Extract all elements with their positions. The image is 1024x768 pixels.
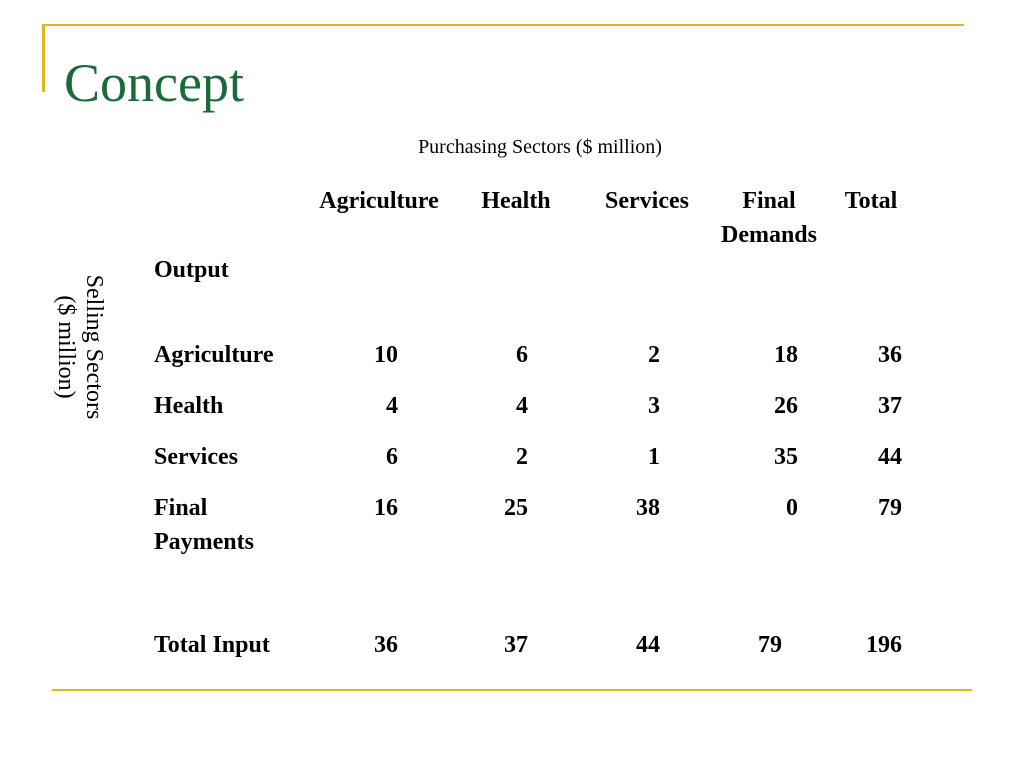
table-cell: 2 — [516, 444, 528, 470]
row-header-final-payments: Final Payments — [154, 495, 254, 555]
column-header-agriculture: Agriculture — [319, 188, 439, 214]
table-cell: 4 — [386, 393, 398, 419]
table-cell: 0 — [786, 495, 798, 521]
table-cell: 10 — [374, 342, 398, 368]
table-cell: 6 — [516, 342, 528, 368]
table-caption: Purchasing Sectors ($ million) — [418, 136, 662, 158]
table-cell: 37 — [878, 393, 902, 419]
slide-title: Concept — [64, 53, 244, 113]
table-cell: 44 — [636, 632, 660, 658]
row-header-output: Output — [154, 257, 229, 283]
table-cell: 1 — [648, 444, 660, 470]
table-cell: 38 — [636, 495, 660, 521]
column-header-total: Total — [844, 188, 898, 214]
table-cell: 79 — [758, 632, 782, 658]
row-header-services: Services — [154, 444, 238, 470]
frame-top-line — [42, 24, 964, 26]
column-header-final-demands: Final Demands — [720, 188, 817, 248]
side-label: Selling Sectors ($ million) — [50, 262, 110, 432]
table-cell: 16 — [374, 495, 398, 521]
table-cell: 37 — [504, 632, 528, 658]
table-cell: 44 — [878, 444, 902, 470]
table-cell: 26 — [774, 393, 798, 419]
row-header-health: Health — [154, 393, 224, 419]
table-cell: 4 — [516, 393, 528, 419]
table-cell: 196 — [866, 632, 902, 658]
table-cell: 2 — [648, 342, 660, 368]
frame-left-line — [42, 24, 45, 92]
table-cell: 79 — [878, 495, 902, 521]
table-cell: 6 — [386, 444, 398, 470]
table-cell: 18 — [774, 342, 798, 368]
table-cell: 35 — [774, 444, 798, 470]
table-cell: 36 — [374, 632, 398, 658]
column-header-health: Health — [481, 188, 551, 214]
table-cell: 25 — [504, 495, 528, 521]
row-header-total-input: Total Input — [154, 632, 270, 658]
row-header-agriculture: Agriculture — [154, 342, 274, 368]
side-label-line-2: ($ million) — [53, 295, 79, 399]
side-label-text: Selling Sectors ($ million) — [52, 262, 108, 432]
table-cell: 36 — [878, 342, 902, 368]
column-header-services: Services — [605, 188, 689, 214]
frame-bottom-line — [52, 689, 972, 691]
side-label-line-1: Selling Sectors — [81, 274, 107, 420]
table-cell: 3 — [648, 393, 660, 419]
